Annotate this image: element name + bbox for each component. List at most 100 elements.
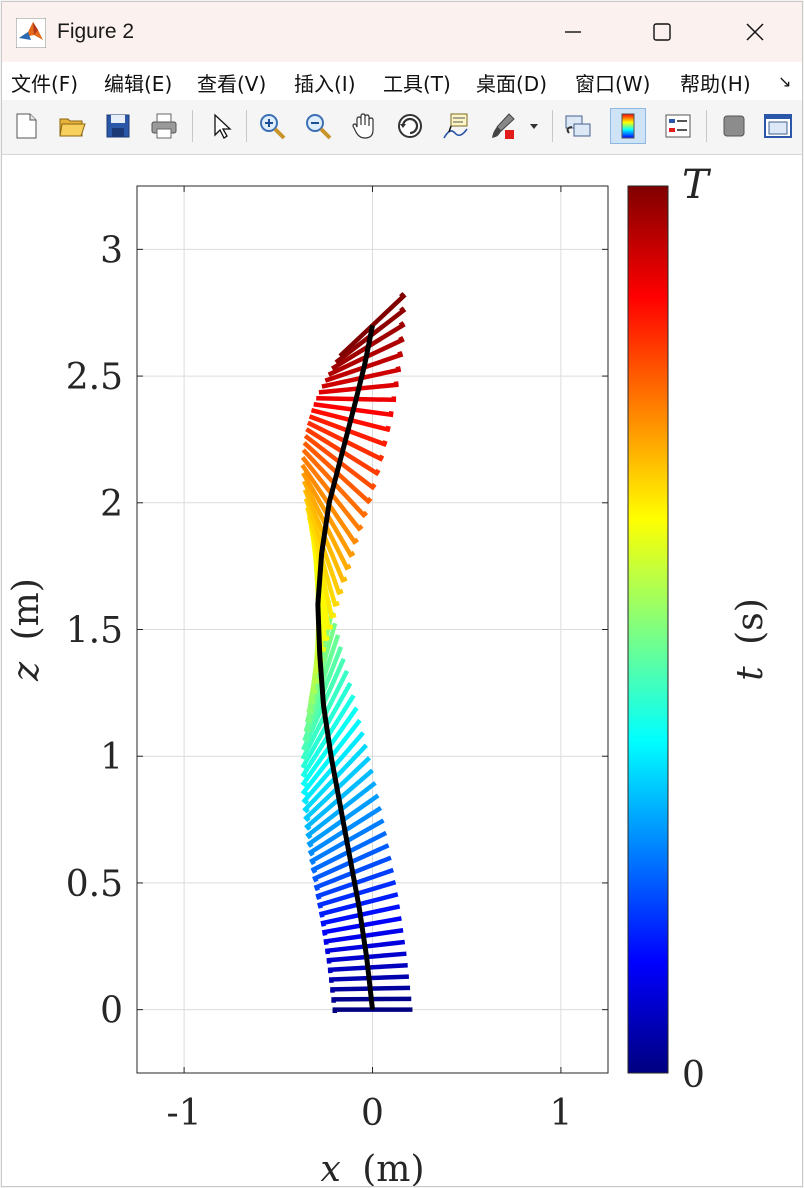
link-plot-button[interactable]: [560, 108, 596, 144]
menu-help[interactable]: 帮助(H): [680, 72, 751, 96]
colorbar-top-label: T: [682, 162, 712, 208]
segment-tick: [324, 635, 330, 641]
close-button[interactable]: [732, 10, 778, 54]
brush-button[interactable]: [484, 108, 520, 144]
data-cursor-icon: [443, 113, 468, 139]
menu-tools[interactable]: 工具(T): [383, 72, 451, 96]
segment-tick: [304, 736, 311, 743]
segment-tick: [310, 698, 316, 704]
chevron-down-icon: [530, 124, 538, 129]
new-figure-button[interactable]: [8, 108, 44, 144]
segment-tick: [303, 807, 310, 814]
rotate-3d-button[interactable]: [392, 108, 428, 144]
segment-tick: [306, 833, 313, 840]
legend-button[interactable]: [660, 108, 696, 144]
segment-tick: [302, 772, 309, 779]
segment-tick: [362, 510, 369, 517]
menu-view[interactable]: 查看(V): [197, 72, 267, 96]
segment-tick: [345, 563, 352, 570]
select-arrow-button[interactable]: [202, 108, 238, 144]
segment-tick: [317, 904, 323, 909]
colorbar[interactable]: [627, 185, 669, 1074]
segment-tick: [341, 576, 348, 583]
grid-lines: [137, 186, 608, 1073]
segment-tick: [305, 727, 312, 734]
print-icon: [151, 113, 177, 139]
segment-tick: [327, 624, 334, 630]
y-tick-label: 3: [100, 230, 123, 271]
hide-plot-tools-icon: [723, 115, 745, 137]
segment-tick: [331, 612, 337, 619]
segment-tick: [366, 496, 373, 503]
y-tick-label: 1: [100, 737, 123, 778]
colorbar-variable: t: [730, 666, 771, 681]
hide-plot-tools-button[interactable]: [716, 108, 752, 144]
segment-tick: [399, 306, 405, 313]
zoom-in-icon: [260, 114, 286, 140]
y-axis-variable: z: [6, 661, 47, 682]
figure-toolbar: [2, 100, 802, 155]
y-tick-label: 2: [100, 484, 123, 525]
y-tick-label: 2.5: [66, 357, 123, 398]
segment-bar: [338, 293, 407, 358]
print-button[interactable]: [146, 108, 182, 144]
show-plot-tools-icon: [764, 114, 792, 138]
save-button[interactable]: [100, 108, 136, 144]
open-file-button[interactable]: [54, 108, 90, 144]
segment-tick: [334, 600, 340, 607]
legend-icon: [665, 114, 691, 138]
segment-tick: [303, 745, 309, 752]
menu-insert[interactable]: 插入(I): [294, 72, 356, 96]
segment-tick: [374, 468, 381, 475]
plot-svg: -1 0 1 0 0.5 1 1.5 2 2.5 3 x (m) z (m) T 0 t (s): [6, 162, 771, 1186]
minimize-button[interactable]: [550, 10, 596, 54]
y-axis-label: z (m): [6, 578, 47, 682]
segment-tick: [302, 790, 309, 797]
x-tick-label: 1: [549, 1093, 572, 1134]
segment-tick: [319, 913, 325, 918]
zoom-out-button[interactable]: [300, 108, 336, 144]
x-tick-label: 0: [361, 1093, 384, 1134]
segment-tick: [378, 454, 385, 460]
axis-ticks: -1 0 1 0 0.5 1 1.5 2 2.5 3: [66, 186, 608, 1134]
rotate-3d-icon: [398, 114, 422, 138]
segment-tick: [308, 851, 315, 857]
menu-desktop[interactable]: 桌面(D): [476, 72, 548, 96]
y-tick-label: 1.5: [66, 611, 123, 652]
brush-icon: [492, 113, 515, 139]
colorbar-bottom-label: 0: [682, 1055, 705, 1096]
menu-edit[interactable]: 编辑(E): [104, 72, 173, 96]
brush-dropdown[interactable]: [524, 108, 544, 144]
segment-tick: [312, 877, 319, 883]
colorbar-unit: (s): [730, 598, 771, 645]
close-icon: [746, 23, 764, 41]
figure-canvas: -1 0 1 0 0.5 1 1.5 2 2.5 3 x (m) z (m) T 0 t (s): [2, 155, 802, 1186]
menu-file[interactable]: 文件(F): [11, 72, 79, 96]
segment-tick: [307, 717, 313, 724]
segment-tick: [310, 859, 316, 866]
segment-tick: [305, 824, 312, 831]
menu-overflow-icon[interactable]: ↘: [778, 72, 792, 91]
segment-tick: [302, 754, 309, 761]
colorbar-button[interactable]: [610, 108, 646, 144]
segment-tick: [370, 482, 377, 489]
x-axis-variable: x: [321, 1149, 341, 1186]
pan-button[interactable]: [346, 108, 382, 144]
open-file-icon: [59, 118, 86, 137]
zoom-in-button[interactable]: [254, 108, 290, 144]
show-plot-tools-button[interactable]: [760, 108, 796, 144]
segment-tick: [357, 524, 364, 531]
window-title: Figure 2: [57, 20, 135, 43]
segment-tick: [312, 688, 318, 694]
data-cursor-button[interactable]: [438, 108, 474, 144]
menu-window[interactable]: 窗口(W): [575, 72, 651, 96]
pan-hand-icon: [352, 113, 374, 139]
matlab-logo-icon: [16, 18, 46, 48]
maximize-button[interactable]: [639, 10, 685, 54]
minimize-icon: [565, 31, 581, 33]
segment-tick: [314, 886, 320, 892]
segment-tick: [395, 366, 401, 371]
maximize-icon: [653, 23, 671, 41]
segment-tick: [353, 537, 359, 544]
toolbar-separator: [246, 110, 247, 142]
